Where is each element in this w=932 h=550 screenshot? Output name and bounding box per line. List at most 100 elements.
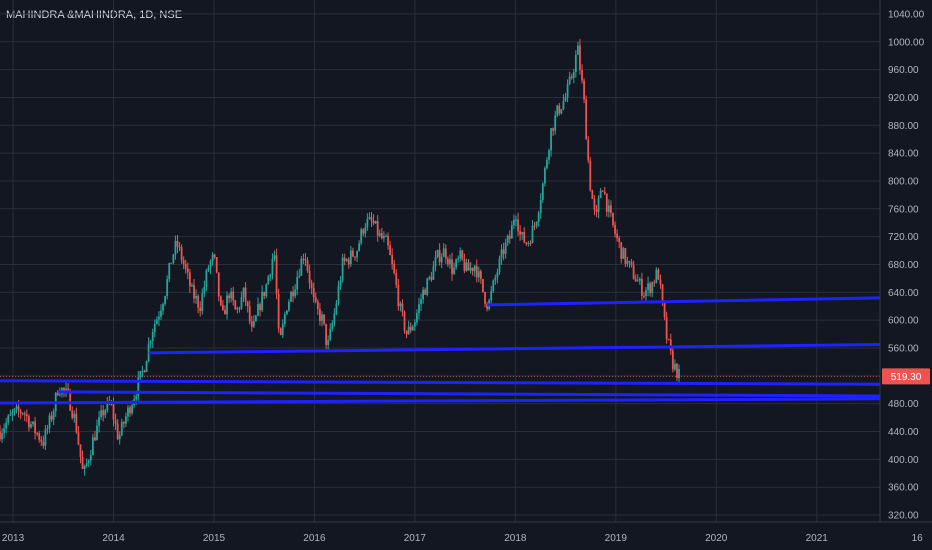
candle-body bbox=[636, 280, 639, 282]
candle-body bbox=[15, 406, 18, 409]
x-tick-label: 2021 bbox=[806, 533, 829, 544]
candle-body bbox=[306, 260, 309, 271]
candle-body bbox=[343, 257, 346, 261]
support-line[interactable] bbox=[0, 379, 881, 386]
candle-body bbox=[56, 392, 59, 396]
candle-body bbox=[52, 411, 55, 420]
candle-body bbox=[329, 328, 332, 340]
candle-body bbox=[624, 248, 627, 264]
candle-body bbox=[527, 243, 530, 245]
candle-body bbox=[486, 303, 488, 309]
candle-body bbox=[3, 428, 6, 434]
last-price-badge: 519.30 bbox=[882, 368, 930, 385]
candle-body bbox=[430, 277, 433, 280]
candle-body bbox=[438, 250, 441, 263]
candle-body bbox=[399, 303, 402, 307]
x-tick-label: 2019 bbox=[605, 533, 628, 544]
candle-body bbox=[492, 280, 495, 292]
candle-body bbox=[42, 441, 45, 446]
candle-body bbox=[267, 276, 270, 285]
candle-body bbox=[446, 258, 449, 265]
candle-body bbox=[100, 410, 103, 417]
candle-body bbox=[533, 225, 536, 227]
candle-body bbox=[184, 264, 187, 269]
candle-body bbox=[316, 301, 319, 309]
candle-body bbox=[494, 277, 497, 281]
candle-body bbox=[149, 341, 152, 344]
y-tick-label: 800.00 bbox=[888, 176, 919, 187]
y-tick-label: 480.00 bbox=[888, 399, 919, 410]
candle-body bbox=[496, 272, 499, 278]
candle-body bbox=[515, 219, 517, 221]
candle-body bbox=[634, 278, 637, 282]
y-tick-label: 560.00 bbox=[888, 344, 919, 355]
candle-body bbox=[205, 270, 208, 287]
candle-body bbox=[426, 278, 429, 295]
candle-body bbox=[71, 410, 74, 418]
candle-body bbox=[543, 168, 546, 184]
candle-body bbox=[360, 229, 363, 244]
candle-body bbox=[525, 242, 528, 244]
candle-body bbox=[83, 465, 86, 469]
candle-body bbox=[327, 339, 330, 345]
candle-body bbox=[643, 295, 645, 297]
candle-body bbox=[296, 276, 299, 290]
support-line[interactable] bbox=[148, 343, 881, 355]
support-line[interactable] bbox=[58, 390, 881, 398]
candle-body bbox=[116, 423, 119, 440]
candle-body bbox=[182, 260, 185, 265]
candle-body bbox=[176, 240, 179, 247]
support-line[interactable] bbox=[487, 296, 881, 307]
candle-body bbox=[298, 275, 301, 277]
candle-body bbox=[339, 280, 342, 287]
candle-body bbox=[290, 291, 292, 302]
candle-body bbox=[428, 277, 431, 279]
candle-body bbox=[380, 233, 383, 239]
candle-body bbox=[484, 292, 486, 304]
candle-body bbox=[238, 308, 241, 310]
candle-body bbox=[376, 220, 379, 236]
candle-body bbox=[560, 109, 563, 114]
candle-body bbox=[669, 339, 672, 351]
candle-body bbox=[579, 45, 581, 71]
candle-body bbox=[651, 282, 654, 294]
candle-body bbox=[137, 377, 140, 396]
candle-body bbox=[498, 258, 501, 273]
candle-body bbox=[556, 105, 559, 116]
candle-body bbox=[98, 416, 100, 426]
candle-body bbox=[409, 326, 412, 331]
candle-body bbox=[211, 254, 214, 261]
candle-body bbox=[362, 229, 365, 234]
candle-body bbox=[153, 324, 156, 332]
support-line[interactable] bbox=[0, 397, 881, 405]
candle-body bbox=[48, 415, 51, 429]
candle-body bbox=[671, 350, 674, 370]
candle-body bbox=[591, 190, 594, 199]
candle-body bbox=[618, 238, 621, 243]
candle-body bbox=[294, 289, 297, 297]
candle-body bbox=[120, 422, 123, 436]
candle-body bbox=[490, 291, 493, 301]
candle-body bbox=[217, 272, 220, 297]
candle-body bbox=[215, 257, 218, 273]
candle-body bbox=[413, 322, 416, 327]
y-tick-label: 1000.00 bbox=[888, 37, 925, 48]
candle-body bbox=[587, 139, 590, 161]
candle-body bbox=[209, 260, 212, 268]
candle-body bbox=[275, 255, 278, 294]
candle-body bbox=[234, 300, 237, 310]
candle-body bbox=[647, 283, 649, 290]
candle-body bbox=[436, 250, 439, 257]
y-axis: 1040.00 1000.00 960.00 920.00 880.00 840.00 80… bbox=[879, 0, 925, 522]
candle-body bbox=[30, 424, 32, 428]
candle-body bbox=[502, 249, 505, 254]
candle-body bbox=[94, 437, 96, 441]
candle-body bbox=[407, 326, 410, 335]
candle-body bbox=[219, 296, 222, 305]
candle-body bbox=[230, 291, 233, 299]
candle-body bbox=[473, 265, 476, 272]
candle-body bbox=[393, 263, 396, 274]
candle-body bbox=[603, 191, 606, 194]
y-tick-label: 1040.00 bbox=[888, 9, 925, 20]
